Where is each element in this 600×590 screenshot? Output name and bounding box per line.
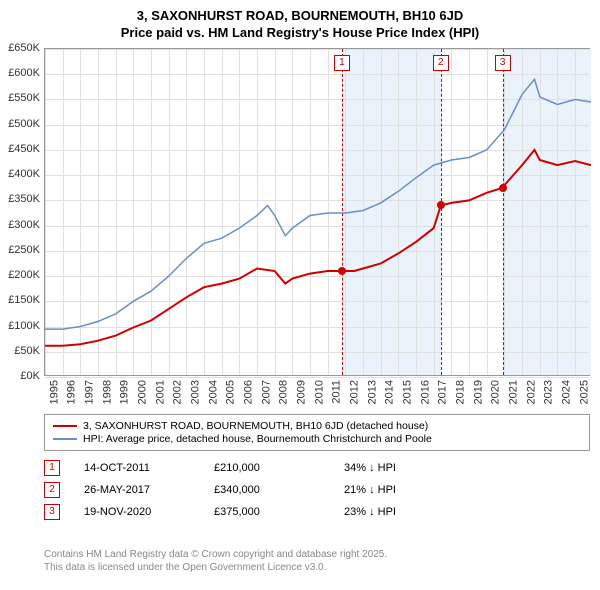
title-line-1: 3, SAXONHURST ROAD, BOURNEMOUTH, BH10 6J… — [0, 8, 600, 25]
x-tick-label: 2002 — [172, 380, 184, 404]
sale-point — [437, 201, 445, 209]
event-date: 26-MAY-2017 — [84, 484, 214, 496]
x-tick-label: 2020 — [490, 380, 502, 404]
event-row: 1 14-OCT-2011£210,00034% ↓ HPI — [44, 460, 434, 476]
x-tick-label: 2000 — [136, 380, 148, 404]
series-price_paid — [45, 150, 591, 346]
event-marker: 3 — [44, 504, 60, 520]
x-tick-label: 2004 — [207, 380, 219, 404]
x-tick-label: 2013 — [366, 380, 378, 404]
footer-note: Contains HM Land Registry data © Crown c… — [44, 548, 387, 574]
x-tick-label: 2024 — [560, 380, 572, 404]
legend-swatch — [53, 438, 77, 440]
y-tick-label: £200K — [8, 269, 40, 281]
event-price: £210,000 — [214, 462, 344, 474]
legend-label: 3, SAXONHURST ROAD, BOURNEMOUTH, BH10 6J… — [83, 420, 428, 432]
x-tick-label: 2001 — [154, 380, 166, 404]
y-tick-label: £300K — [8, 219, 40, 231]
event-diff: 34% ↓ HPI — [344, 462, 434, 474]
y-tick-label: £150K — [8, 294, 40, 306]
legend-item: 3, SAXONHURST ROAD, BOURNEMOUTH, BH10 6J… — [53, 420, 581, 432]
y-tick-label: £550K — [8, 92, 40, 104]
legend-label: HPI: Average price, detached house, Bour… — [83, 433, 432, 445]
event-price: £340,000 — [214, 484, 344, 496]
x-tick-label: 2017 — [437, 380, 449, 404]
legend: 3, SAXONHURST ROAD, BOURNEMOUTH, BH10 6J… — [44, 414, 590, 451]
x-tick-label: 2007 — [260, 380, 272, 404]
footer-line-1: Contains HM Land Registry data © Crown c… — [44, 548, 387, 561]
x-axis-labels: 1995 1996 1997 1998 1999 2000 2001 2002 2003 2004… — [44, 380, 590, 416]
y-tick-label: £250K — [8, 244, 40, 256]
x-tick-label: 2018 — [454, 380, 466, 404]
x-tick-label: 2012 — [348, 380, 360, 404]
event-price: £375,000 — [214, 506, 344, 518]
footer-line-2: This data is licensed under the Open Gov… — [44, 561, 387, 574]
title-line-2: Price paid vs. HM Land Registry's House … — [0, 25, 600, 42]
gridline-h — [45, 377, 589, 378]
y-tick-label: £650K — [8, 42, 40, 54]
x-tick-label: 1999 — [119, 380, 131, 404]
events-table: 1 14-OCT-2011£210,00034% ↓ HPI 2 26-MAY-201… — [44, 460, 434, 526]
x-tick-label: 2009 — [295, 380, 307, 404]
event-row: 2 26-MAY-2017£340,00021% ↓ HPI — [44, 482, 434, 498]
x-tick-label: 2015 — [401, 380, 413, 404]
event-date: 14-OCT-2011 — [84, 462, 214, 474]
event-marker: 2 — [44, 482, 60, 498]
x-tick-label: 1998 — [101, 380, 113, 404]
x-tick-label: 2008 — [278, 380, 290, 404]
y-tick-label: £500K — [8, 118, 40, 130]
sale-point — [499, 184, 507, 192]
y-tick-label: £450K — [8, 143, 40, 155]
event-diff: 23% ↓ HPI — [344, 506, 434, 518]
series-hpi — [45, 79, 591, 329]
x-tick-label: 2003 — [189, 380, 201, 404]
chart-title: 3, SAXONHURST ROAD, BOURNEMOUTH, BH10 6J… — [0, 0, 600, 42]
x-tick-label: 2019 — [472, 380, 484, 404]
y-tick-label: £0K — [20, 370, 40, 382]
y-axis-labels: £0K£50K£100K£150K£200K£250K£300K£350K£40… — [0, 48, 40, 376]
x-tick-label: 2021 — [507, 380, 519, 404]
y-tick-label: £600K — [8, 67, 40, 79]
y-tick-label: £350K — [8, 193, 40, 205]
x-tick-label: 1997 — [83, 380, 95, 404]
x-tick-label: 2010 — [313, 380, 325, 404]
x-tick-label: 2014 — [384, 380, 396, 404]
event-date: 19-NOV-2020 — [84, 506, 214, 518]
event-row: 3 19-NOV-2020£375,00023% ↓ HPI — [44, 504, 434, 520]
event-marker: 1 — [44, 460, 60, 476]
x-tick-label: 2023 — [543, 380, 555, 404]
x-tick-label: 2022 — [525, 380, 537, 404]
legend-item: HPI: Average price, detached house, Bour… — [53, 433, 581, 445]
y-tick-label: £50K — [14, 345, 40, 357]
x-tick-label: 2016 — [419, 380, 431, 404]
x-tick-label: 2006 — [242, 380, 254, 404]
x-tick-label: 2005 — [225, 380, 237, 404]
chart-container: 3, SAXONHURST ROAD, BOURNEMOUTH, BH10 6J… — [0, 0, 600, 590]
x-tick-label: 2011 — [331, 380, 343, 404]
series-svg — [45, 49, 591, 377]
y-tick-label: £100K — [8, 320, 40, 332]
legend-swatch — [53, 425, 77, 427]
x-tick-label: 1995 — [48, 380, 60, 404]
y-tick-label: £400K — [8, 168, 40, 180]
x-tick-label: 1996 — [66, 380, 78, 404]
sale-point — [338, 267, 346, 275]
plot-area: 123 — [44, 48, 590, 376]
x-tick-label: 2025 — [578, 380, 590, 404]
event-diff: 21% ↓ HPI — [344, 484, 434, 496]
